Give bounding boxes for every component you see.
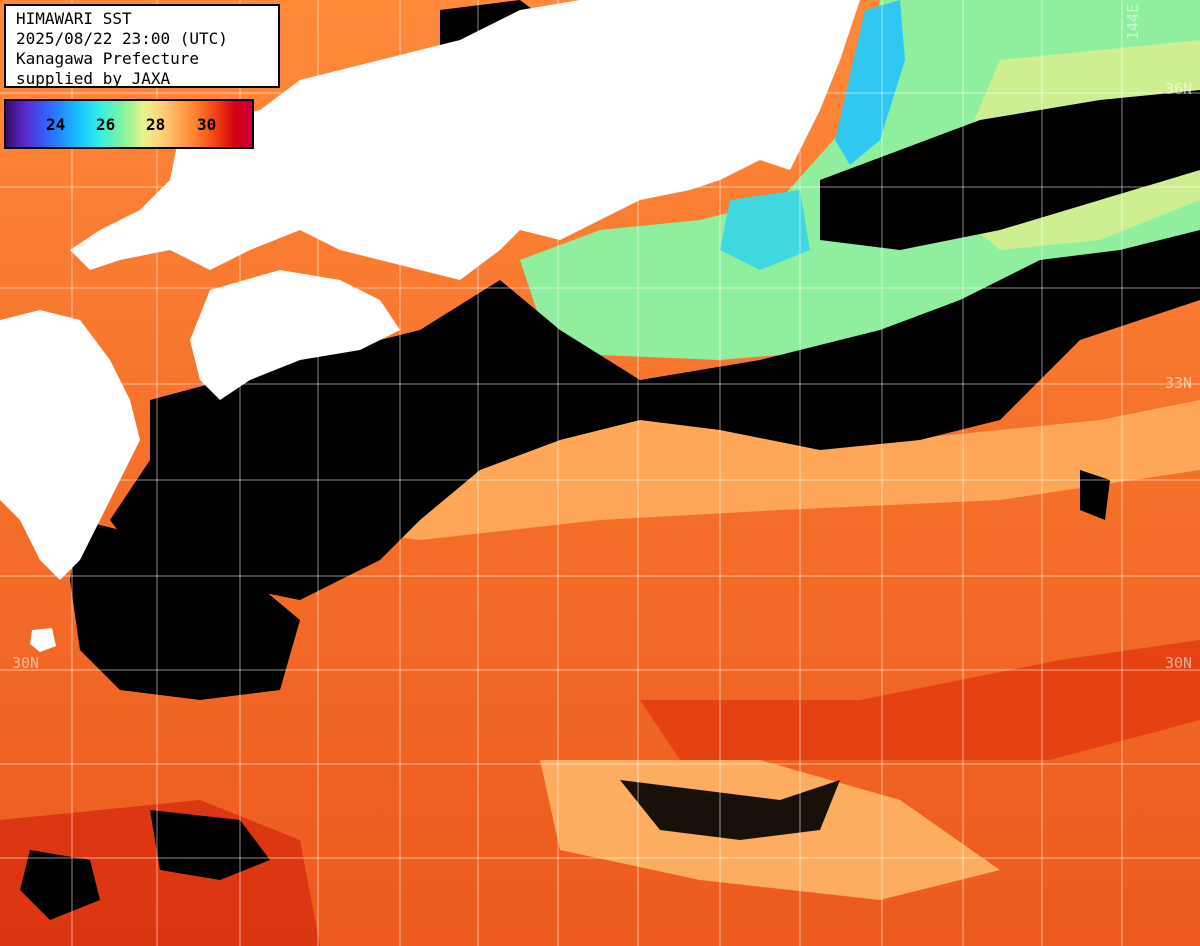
land-shikoku [190,270,400,400]
land-kyushu [0,310,140,580]
cold-water-patch-2 [720,190,810,270]
cloud-mask-east-1 [1080,470,1110,520]
legend-label-26: 26 [96,115,116,134]
legend-label-30: 30 [197,115,217,134]
lon-label-144e: 144E [1124,4,1142,40]
map-region: Kanagawa Prefecture [16,49,200,68]
cloud-mask-ne-1 [820,90,1200,250]
land-bay-peninsula [530,190,580,235]
cloud-mask-west [70,520,300,700]
land-islet [30,628,56,652]
lat-label-36n: 36N [1165,80,1192,98]
lat-label-30n-left: 30N [12,654,39,672]
cloud-mask-main [110,230,1200,600]
cloud-mask-south [620,780,840,840]
sst-color-legend: 24 26 28 30 [4,99,254,149]
legend-label-28: 28 [146,115,166,134]
map-info-box: HIMAWARI SST 2025/08/22 23:00 (UTC) Kana… [4,4,280,88]
map-source: supplied by JAXA [16,69,171,88]
land-honshu [70,0,860,280]
cloud-mask-sw-2 [20,850,100,920]
map-title: HIMAWARI SST [16,9,132,28]
lat-label-30n-right: 30N [1165,654,1192,672]
map-timestamp: 2025/08/22 23:00 (UTC) [16,29,228,48]
legend-label-24: 24 [46,115,66,134]
cold-water-patch [835,0,905,165]
lat-label-33n: 33N [1165,374,1192,392]
